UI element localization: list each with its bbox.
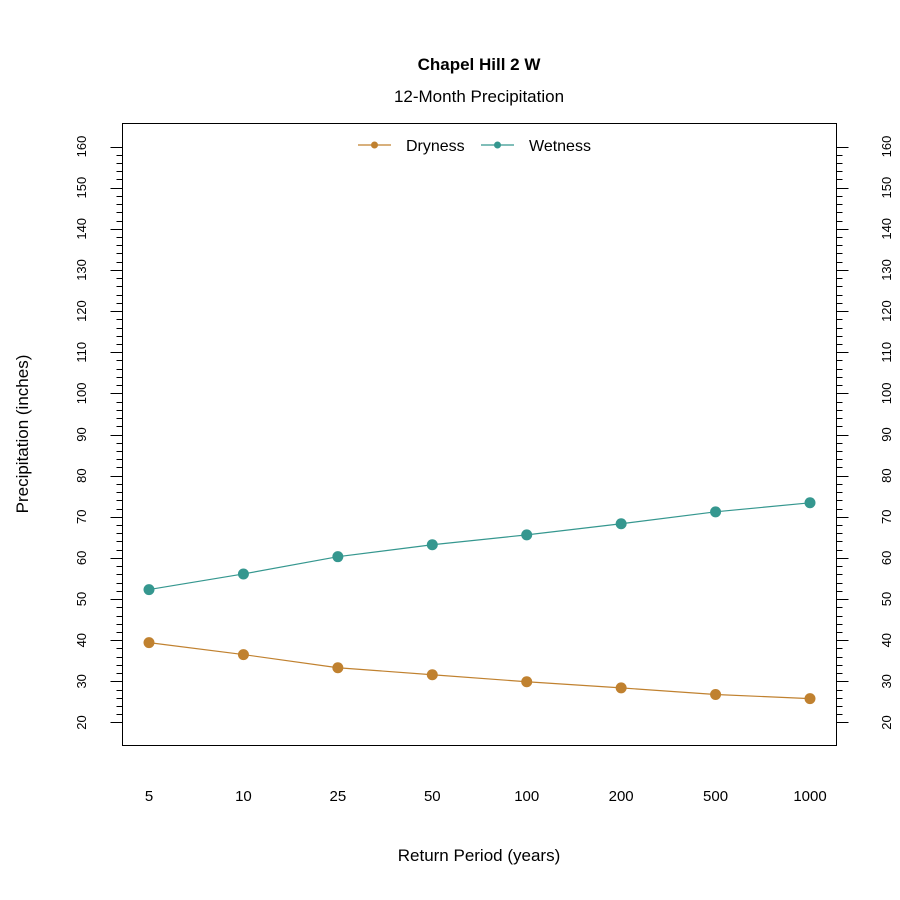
data-point-wetness xyxy=(332,551,344,563)
chart-title: Chapel Hill 2 W xyxy=(418,55,542,74)
x-axis-label: Return Period (years) xyxy=(398,846,561,865)
series-line-wetness xyxy=(148,502,811,591)
y-tick-label-right: 110 xyxy=(879,342,894,363)
y-tick-label-right: 150 xyxy=(879,177,894,199)
x-tick-label: 500 xyxy=(703,788,728,805)
y-tick-label: 90 xyxy=(74,427,89,441)
y-tick-label: 130 xyxy=(74,259,89,281)
data-point-dryness xyxy=(332,662,344,674)
y-tick-label: 160 xyxy=(74,136,89,158)
x-tick-label: 5 xyxy=(145,788,153,805)
data-point-dryness xyxy=(804,693,816,705)
plot-frame xyxy=(122,123,837,746)
data-point-wetness xyxy=(143,584,155,596)
y-tick-label-right: 160 xyxy=(879,136,894,158)
data-point-wetness xyxy=(237,568,249,580)
data-point-dryness xyxy=(710,688,722,700)
y-axis-label: Precipitation (inches) xyxy=(13,355,32,514)
data-point-wetness xyxy=(521,529,533,541)
y-tick-label: 20 xyxy=(74,715,89,729)
y-tick-label: 70 xyxy=(74,510,89,524)
legend-marker-wetness xyxy=(494,141,501,149)
y-tick-label-right: 20 xyxy=(879,715,894,729)
x-tick-label: 50 xyxy=(424,788,441,805)
y-tick-label-right: 50 xyxy=(879,592,894,606)
y-tick-label-right: 90 xyxy=(879,427,894,441)
y-tick-label-right: 30 xyxy=(879,674,894,688)
legend-marker-dryness xyxy=(371,141,378,149)
y-tick-label-right: 70 xyxy=(879,510,894,524)
data-point-dryness xyxy=(521,676,533,688)
data-point-wetness xyxy=(615,518,627,530)
data-point-dryness xyxy=(426,669,438,681)
y-tick-label: 120 xyxy=(74,300,89,322)
y-tick-label-right: 130 xyxy=(879,259,894,281)
y-tick-label: 100 xyxy=(74,383,89,405)
x-tick-label: 10 xyxy=(235,788,252,805)
x-tick-label: 1000 xyxy=(793,788,826,805)
y-tick-label-right: 140 xyxy=(879,218,894,240)
y-tick-label-right: 80 xyxy=(879,468,894,482)
y-tick-label-right: 40 xyxy=(879,633,894,647)
y-tick-label: 110 xyxy=(74,342,89,363)
data-point-wetness xyxy=(710,506,722,518)
y-tick-label: 50 xyxy=(74,592,89,606)
y-tick-label-right: 60 xyxy=(879,551,894,565)
data-point-dryness xyxy=(615,682,627,694)
y-tick-label: 150 xyxy=(74,177,89,199)
y-tick-label: 30 xyxy=(74,674,89,688)
y-tick-label: 140 xyxy=(74,218,89,240)
y-tick-label: 40 xyxy=(74,633,89,647)
x-tick-label: 25 xyxy=(330,788,347,805)
y-tick-label: 60 xyxy=(74,551,89,565)
x-tick-label: 200 xyxy=(609,788,634,805)
series-line-dryness xyxy=(148,642,811,700)
data-point-dryness xyxy=(143,637,155,649)
legend-label-dryness: Dryness xyxy=(406,138,465,155)
chart-subtitle: 12-Month Precipitation xyxy=(394,87,564,106)
data-point-dryness xyxy=(237,649,249,661)
y-tick-label-right: 120 xyxy=(879,300,894,322)
y-tick-label-right: 100 xyxy=(879,383,894,405)
x-tick-label: 100 xyxy=(514,788,539,805)
data-point-wetness xyxy=(426,539,438,551)
data-point-wetness xyxy=(804,497,816,509)
y-tick-label: 80 xyxy=(74,468,89,482)
legend-label-wetness: Wetness xyxy=(529,138,591,155)
